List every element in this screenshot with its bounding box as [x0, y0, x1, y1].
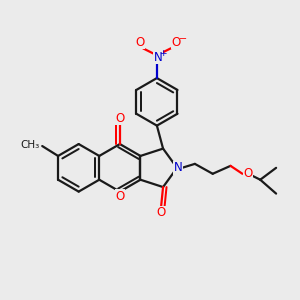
- Text: O: O: [115, 190, 124, 203]
- Text: CH₃: CH₃: [20, 140, 39, 150]
- Text: +: +: [159, 49, 166, 58]
- Text: O: O: [243, 167, 253, 180]
- Text: N: N: [154, 51, 162, 64]
- Text: N: N: [174, 161, 182, 174]
- Text: −: −: [178, 34, 187, 44]
- Text: O: O: [171, 36, 180, 49]
- Text: O: O: [157, 206, 166, 219]
- Text: O: O: [135, 36, 145, 49]
- Text: O: O: [115, 112, 124, 125]
